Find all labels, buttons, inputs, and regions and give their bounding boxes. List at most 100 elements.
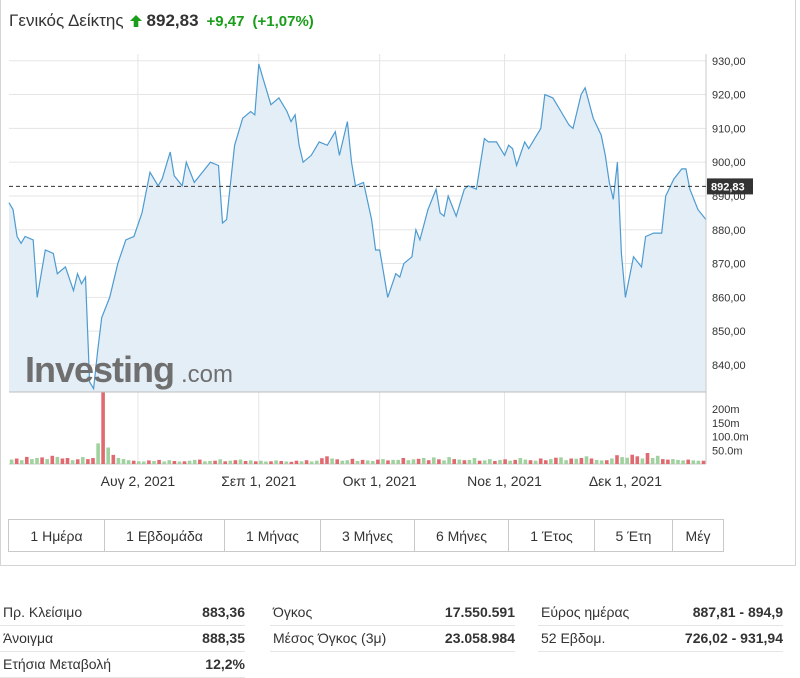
volume-bar	[467, 459, 472, 464]
stat-row: Εύρος ημέρας 887,81 - 894,9	[538, 600, 783, 626]
volume-bar	[655, 455, 660, 464]
tab-range-4[interactable]: 6 Μήνες	[415, 520, 509, 551]
volume-bar	[167, 460, 172, 464]
volume-bar	[223, 461, 227, 464]
volume-bar	[544, 460, 548, 464]
tab-range-0[interactable]: 1 Ημέρα	[9, 520, 105, 551]
tab-range-3[interactable]: 3 Μήνες	[321, 520, 415, 551]
volume-bar	[218, 459, 222, 464]
stat-row: 52 Εβδομ. 726,02 - 931,94	[538, 626, 783, 652]
watermark-logo: Investing	[25, 349, 174, 390]
last-price: 892,83	[146, 11, 199, 30]
price-chart[interactable]: Investing .com930,00920,00910,00900,00890…	[1, 36, 761, 496]
volume-bar	[289, 461, 294, 464]
volume-bar	[360, 459, 365, 464]
volume-bar	[620, 457, 624, 464]
volume-bar	[50, 455, 55, 464]
stat-row: Άνοιγμα 888,35	[0, 626, 245, 652]
stat-row: Μέσος Όγκος (3μ) 23.058.984	[270, 626, 515, 652]
tab-range-1[interactable]: 1 Εβδομάδα	[105, 520, 225, 551]
volume-bar	[508, 460, 512, 464]
volume-bar	[488, 459, 492, 464]
volume-bar	[584, 456, 589, 464]
volume-bar	[371, 461, 375, 464]
volume-bar	[462, 460, 467, 464]
volume-bar	[701, 460, 706, 464]
volume-bar	[523, 459, 528, 464]
volume-bar	[131, 460, 136, 464]
volume-bar	[330, 458, 334, 464]
tab-range-2[interactable]: 1 Μήνας	[225, 520, 321, 551]
stat-value: 17.550.591	[444, 604, 515, 620]
volume-bar	[426, 460, 431, 464]
stat-label: 52 Εβδομ.	[541, 630, 606, 646]
volume-bar	[172, 461, 177, 464]
stat-value: 887,81 - 894,9	[692, 604, 783, 620]
volume-bar	[538, 458, 543, 464]
volume-bar	[187, 460, 192, 464]
volume-bar	[238, 459, 243, 464]
volume-bar	[340, 460, 345, 464]
volume-bar	[650, 458, 655, 464]
volume-bar	[437, 459, 441, 464]
volume-bar	[559, 457, 563, 464]
volume-bar	[162, 461, 166, 464]
volume-bar	[126, 460, 131, 464]
stat-value: 23.058.984	[444, 630, 515, 646]
volume-bar	[365, 460, 370, 464]
volume-bar	[96, 443, 100, 464]
volume-bar	[325, 456, 329, 464]
y-tick-label: 870,00	[712, 259, 746, 271]
tab-range-7[interactable]: Μέγ	[685, 527, 711, 544]
volume-bar	[696, 460, 701, 464]
volume-bar	[274, 460, 278, 464]
volume-bar	[116, 458, 121, 464]
volume-bar	[75, 459, 80, 464]
volume-bar	[416, 458, 421, 464]
volume-bar	[315, 460, 319, 464]
volume-bar	[376, 459, 380, 464]
volume-bar	[482, 460, 487, 464]
volume-bar	[411, 459, 416, 464]
chart-panel: Γενικός Δείκτης 892,83 +9,47 (+1,07%) In…	[0, 0, 796, 566]
volume-bar	[421, 458, 426, 464]
volume-bar	[86, 459, 90, 464]
stat-value: 888,35	[202, 630, 245, 646]
volume-bar	[309, 461, 314, 464]
y-tick-label: 900,00	[712, 157, 746, 169]
tab-range-6[interactable]: 5 Έτη	[595, 520, 673, 551]
price-area	[9, 64, 706, 392]
volume-bar	[228, 460, 233, 464]
volume-bar	[518, 458, 523, 464]
last-price-marker	[707, 178, 753, 195]
volume-bar	[70, 460, 75, 464]
volume-bar	[477, 460, 482, 464]
volume-bar	[335, 459, 339, 464]
volume-bar	[498, 459, 502, 464]
volume-bar	[55, 456, 60, 464]
quote-header: Γενικός Δείκτης 892,83 +9,47 (+1,07%)	[9, 10, 314, 32]
volume-bar	[248, 460, 253, 464]
volume-bar	[152, 461, 156, 464]
volume-bar	[396, 459, 400, 464]
volume-bar	[594, 459, 599, 464]
volume-bar	[19, 460, 24, 464]
tab-range-5[interactable]: 1 Έτος	[509, 520, 595, 551]
stat-label: Μέσος Όγκος (3μ)	[273, 630, 387, 646]
volume-bar	[625, 457, 629, 464]
volume-bar	[686, 459, 690, 464]
volume-bar	[233, 460, 238, 464]
volume-bar	[345, 460, 350, 464]
stat-label: Πρ. Κλείσιμο	[3, 604, 83, 620]
volume-bar	[472, 458, 477, 464]
stat-row: Πρ. Κλείσιμο 883,36	[0, 600, 245, 626]
stat-row: Όγκος 17.550.591	[270, 600, 515, 626]
volume-bar	[91, 458, 95, 464]
stats-column-3: Εύρος ημέρας 887,81 - 894,9 52 Εβδομ. 726,0…	[538, 600, 783, 652]
stats-column-1: Πρ. Κλείσιμο 883,36 Άνοιγμα 888,35 Ετήσια Με…	[0, 600, 245, 678]
y-tick-label: 840,00	[712, 360, 746, 372]
volume-bar	[528, 460, 533, 464]
volume-bar	[599, 460, 604, 464]
volume-tick-label: 100.0m	[712, 432, 749, 444]
y-tick-label: 920,00	[712, 90, 746, 102]
